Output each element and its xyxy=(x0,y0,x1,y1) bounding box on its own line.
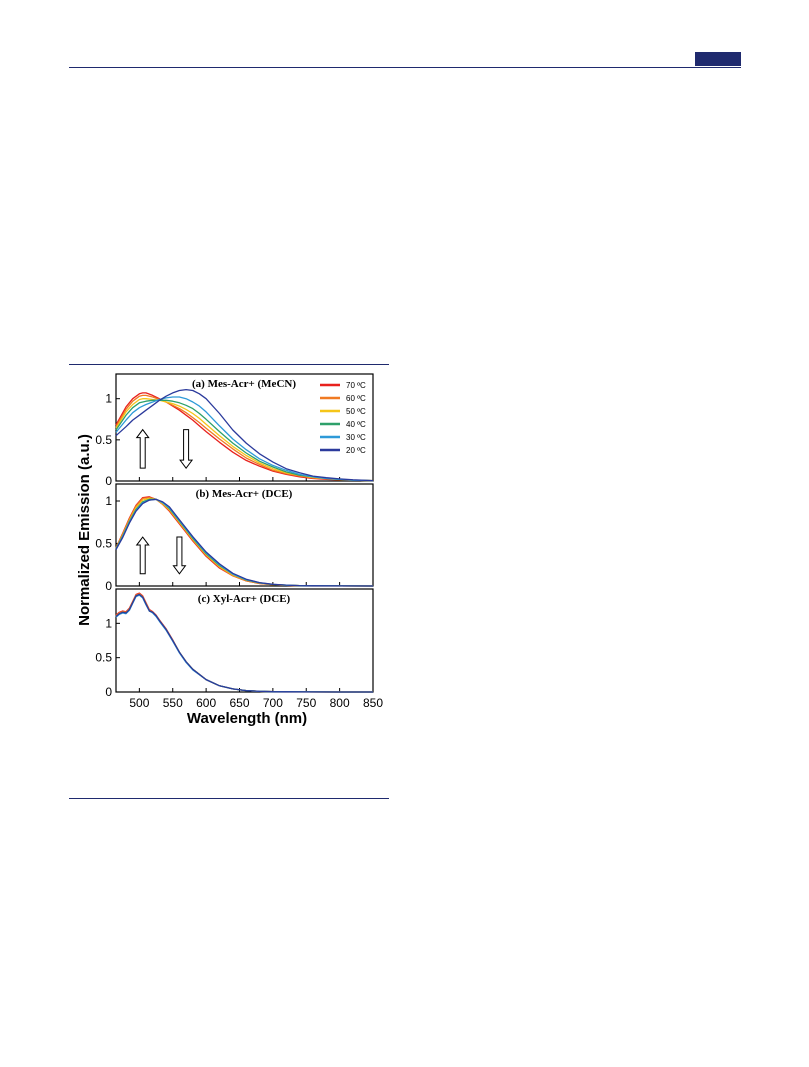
series-line-2ea06a xyxy=(115,498,374,587)
panel-frame xyxy=(115,483,374,587)
y-tick-label: 0.5 xyxy=(95,651,112,665)
series-line-2ea06a xyxy=(115,593,373,693)
series-line-e8211d xyxy=(115,392,374,482)
series-line-2ea06a xyxy=(115,399,374,482)
legend-label: 50 ºC xyxy=(346,407,366,416)
series-line-f07a22 xyxy=(115,593,373,693)
series-line-f5c518 xyxy=(115,593,373,693)
series-line-2e9ad8 xyxy=(115,396,374,482)
figure-top-rule xyxy=(69,364,389,365)
page-tab xyxy=(695,52,741,66)
series-line-2b3a9c xyxy=(115,498,374,587)
panel-title: (b) Mes-Acr+ (DCE) xyxy=(196,488,293,500)
trend-arrow-up xyxy=(135,536,150,575)
panel-title: (c) Xyl-Acr+ (DCE) xyxy=(198,593,291,605)
series-line-2e9ad8 xyxy=(115,594,373,693)
series-line-e8211d xyxy=(115,592,373,693)
x-tick-label: 650 xyxy=(229,696,249,710)
x-tick-label: 700 xyxy=(263,696,283,710)
y-tick-label: 1 xyxy=(105,392,112,406)
x-tick-label: 550 xyxy=(163,696,183,710)
x-tick-label: 800 xyxy=(330,696,350,710)
y-tick-label: 0 xyxy=(105,579,112,593)
series-line-f5c518 xyxy=(115,497,374,587)
y-tick-label: 0 xyxy=(105,685,112,699)
series-line-2b3a9c xyxy=(115,388,374,482)
panel-frame xyxy=(115,588,374,693)
panels-layer: 0 0.5 1 (a) Mes-Acr+ (MeCN) 0 0.5 1 (b) Mes-Acr… xyxy=(95,373,383,710)
x-tick-label: 600 xyxy=(196,696,216,710)
legend-label: 60 ºC xyxy=(346,394,366,403)
legend-label: 70 ºC xyxy=(346,381,366,390)
x-tick-label: 500 xyxy=(129,696,149,710)
legend-label: 20 ºC xyxy=(346,446,366,455)
x-tick-label: 850 xyxy=(363,696,383,710)
y-axis-title: Normalized Emission (a.u.) xyxy=(76,434,93,626)
y-tick-label: 1 xyxy=(105,616,112,630)
legend-label: 30 ºC xyxy=(346,433,366,442)
panel-title: (a) Mes-Acr+ (MeCN) xyxy=(192,378,296,390)
y-tick-label: 0 xyxy=(105,474,112,488)
series-line-f07a22 xyxy=(115,496,374,587)
y-tick-label: 0.5 xyxy=(95,537,112,551)
series-line-e8211d xyxy=(115,496,374,587)
x-axis-title: Wavelength (nm) xyxy=(187,710,307,727)
panel-frame xyxy=(115,373,374,482)
legend: 70 ºC 60 ºC 50 ºC 40 ºC 30 ºC 20 ºC xyxy=(320,381,366,455)
trend-arrow-down xyxy=(172,536,187,575)
y-tick-label: 1 xyxy=(105,494,112,508)
figure-bottom-rule xyxy=(69,798,389,799)
trend-arrow-down xyxy=(179,429,194,469)
y-tick-label: 0.5 xyxy=(95,433,112,447)
trend-arrow-up xyxy=(135,428,150,469)
x-tick-label: 750 xyxy=(296,696,316,710)
panel-1: 0 0.5 1 (a) Mes-Acr+ (MeCN) xyxy=(95,373,374,488)
header-rule xyxy=(69,67,741,68)
series-line-2e9ad8 xyxy=(115,498,374,587)
legend-label: 40 ºC xyxy=(346,420,366,429)
panel-2: 0 0.5 1 (b) Mes-Acr+ (DCE) xyxy=(95,483,374,593)
panel-3: 0 0.5 1 500 550 600 650 700 750 800 850 (c) Xyl-Acr… xyxy=(95,588,383,710)
series-line-2b3a9c xyxy=(115,593,373,693)
